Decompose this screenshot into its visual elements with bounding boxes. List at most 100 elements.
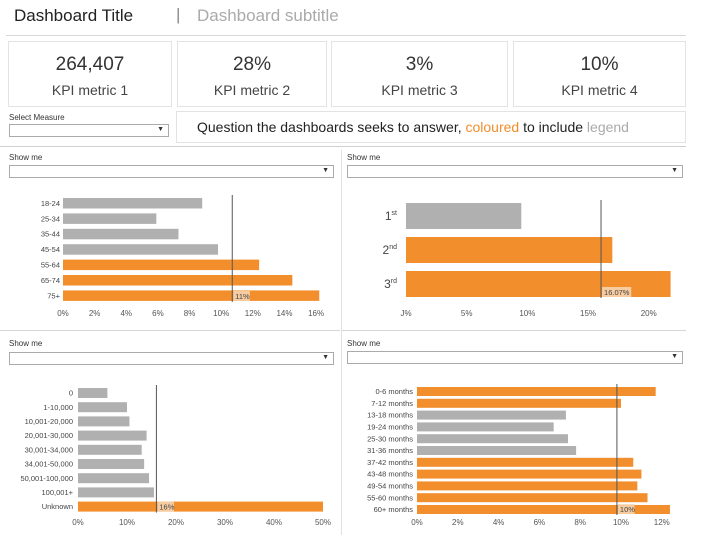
kpi-label: KPI metric 1: [51, 82, 129, 98]
axis-tick-label: 10%: [613, 518, 629, 527]
category-label: 50,001-100,000: [20, 474, 73, 483]
chevron-down-icon: ▼: [671, 353, 678, 360]
ordinal-number: 3: [384, 277, 391, 291]
chevron-down-icon: ▼: [671, 167, 678, 174]
panel-2-filter-dropdown[interactable]: ▼: [347, 165, 683, 178]
reference-label-bg: [233, 290, 250, 301]
category-label: 18-24: [41, 199, 60, 208]
axis-tick-label: 6%: [152, 309, 164, 318]
question-text: Question the dashboards seeks to answer,…: [197, 119, 629, 135]
kpi-label: KPI metric 2: [213, 82, 291, 98]
panel-3-filter-label: Show me: [9, 339, 43, 348]
question-box: Question the dashboards seeks to answer,…: [176, 111, 686, 143]
bar: [78, 402, 127, 413]
reference-line-label: 16.07%: [604, 288, 630, 297]
ordinal-number: 1: [385, 209, 392, 223]
title-separator: |: [176, 5, 181, 24]
panel-divider: [0, 330, 340, 331]
category-label: 10,001-20,000: [25, 417, 73, 426]
panel-vertical-divider: [341, 150, 342, 535]
panel-3-filter-dropdown[interactable]: ▼: [9, 352, 334, 365]
category-label: 0: [69, 389, 73, 398]
axis-tick-label: 12%: [245, 309, 261, 318]
category-label: 25-34: [41, 214, 60, 223]
axis-tick-label: 4%: [493, 518, 505, 527]
category-label: 19-24 months: [367, 423, 413, 432]
category-label: 100,001+: [42, 488, 74, 497]
bar: [63, 259, 260, 271]
question-part: Question the dashboards seeks to answer,: [197, 119, 466, 135]
bar: [417, 410, 566, 420]
bar: [63, 275, 293, 286]
select-measure-dropdown[interactable]: ▼: [9, 124, 169, 137]
kpi-value: 28%: [232, 54, 272, 75]
bar: [417, 446, 577, 455]
panel-2-chart: 1st 2nd 3rd J% 5% 10% 15% 20% 16.07%: [383, 200, 671, 318]
bar: [417, 493, 648, 503]
category-label: 49-54 months: [367, 482, 413, 491]
bar: [406, 203, 522, 229]
category-label: Unknown: [42, 502, 73, 511]
category-label: 65-74: [41, 276, 60, 285]
category-label: 35-44: [41, 230, 60, 239]
category-label: 1-10,000: [43, 403, 73, 412]
bar: [417, 434, 568, 444]
dashboard-title: Dashboard Title: [14, 6, 134, 25]
chevron-down-icon: ▼: [322, 354, 329, 361]
reference-line-label: 16%: [159, 503, 174, 512]
category-label: 7-12 months: [371, 399, 413, 408]
kpi-card-4: 10% KPI metric 4: [513, 41, 686, 107]
category-label: 30,001-34,000: [25, 445, 73, 454]
panel-4-filter-dropdown[interactable]: ▼: [347, 351, 683, 364]
category-label: 43-48 months: [367, 470, 413, 479]
category-label: 31-36 months: [367, 446, 413, 455]
panel-2-filter-label: Show me: [347, 153, 381, 162]
axis-tick-label: 40%: [266, 518, 282, 527]
bar: [417, 481, 638, 491]
ordinal-suffix: rd: [391, 278, 397, 285]
bar: [63, 290, 320, 301]
axis-tick-label: 2%: [89, 309, 101, 318]
category-label: 37-42 months: [367, 458, 413, 467]
bar: [78, 459, 145, 469]
axis-tick-label: 10%: [519, 309, 535, 318]
category-label: 60+ months: [374, 505, 414, 514]
category-label: 1st: [385, 209, 397, 223]
axis-tick-label: 16%: [308, 309, 324, 318]
kpi-label: KPI metric 3: [381, 82, 458, 98]
chevron-down-icon: ▼: [157, 126, 164, 133]
bar: [63, 213, 157, 224]
kpi-label: KPI metric 4: [561, 82, 638, 98]
axis-tick-label: 0%: [411, 518, 423, 527]
axis-tick-label: 4%: [120, 309, 132, 318]
panel-1-filter-dropdown[interactable]: ▼: [9, 165, 334, 178]
axis-tick-label: 20%: [168, 518, 184, 527]
ordinal-suffix: st: [392, 210, 398, 217]
axis-tick-label: J%: [400, 309, 411, 318]
bar: [78, 473, 150, 484]
bar: [78, 444, 142, 455]
question-part: to include: [519, 119, 587, 135]
kpi-card-3: 3% KPI metric 3: [331, 41, 508, 107]
select-measure-label: Select Measure: [9, 113, 65, 122]
category-label: 34,001-50,000: [25, 460, 73, 469]
category-label: 13-18 months: [367, 411, 413, 420]
chevron-down-icon: ▼: [322, 167, 329, 174]
kpi-value: 3%: [405, 54, 434, 75]
category-label: 55-64: [41, 260, 60, 269]
axis-tick-label: 20%: [641, 309, 657, 318]
panel-3-chart: 0 1-10,000 10,001-20,000 20,001-30,000 30,00…: [20, 385, 331, 527]
bar: [78, 388, 108, 398]
dashboard-subtitle: Dashboard subtitle: [197, 6, 339, 25]
title-divider: [6, 35, 686, 36]
reference-label-bg: [602, 287, 632, 297]
panel-1-chart: 18-24 25-34 35-44 45-54 55-64 65-74 75+ 0% 2% 4% 6…: [41, 195, 324, 318]
category-label: 3rd: [384, 277, 397, 291]
axis-tick-label: 50%: [315, 518, 331, 527]
category-label: 75+: [47, 291, 60, 300]
axis-tick-label: 8%: [184, 309, 196, 318]
panel-4-filter-label: Show me: [347, 339, 381, 348]
axis-tick-label: 6%: [534, 518, 546, 527]
legend-highlight-word: coloured: [465, 119, 520, 135]
bar: [78, 501, 323, 512]
